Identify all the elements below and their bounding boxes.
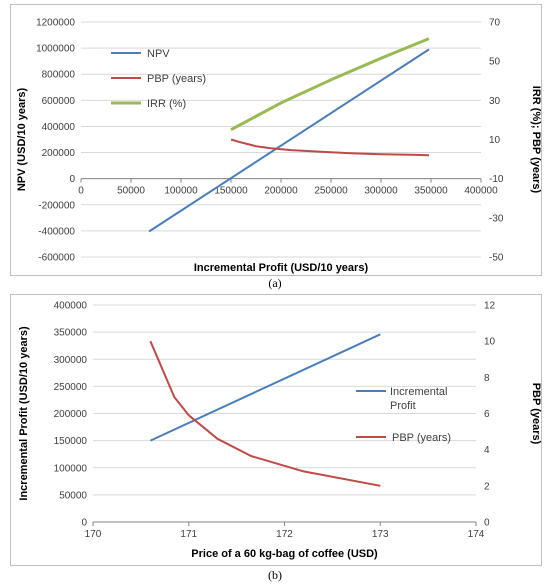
y2-tick-label: 6 (484, 409, 490, 420)
y2-tick-label: 4 (484, 445, 490, 456)
y-tick-label: -200000 (38, 200, 75, 211)
x-tick-label: 170 (85, 529, 102, 540)
y-tick-label: 50000 (59, 490, 87, 501)
chart-b: 0 50000 100000 150000 200000 250000 300000 3500… (18, 301, 541, 561)
legend-label: Profit (390, 400, 416, 412)
series-line (230, 37, 430, 132)
series-line (149, 340, 381, 487)
y-tick-label: 0 (81, 518, 87, 529)
y-tick-label: 600000 (42, 96, 76, 107)
legend-label: Incremental (390, 386, 447, 398)
caption-a: (a) (268, 276, 282, 290)
y2-tick-label: 10 (489, 135, 501, 146)
x-tick-label: 171 (180, 529, 197, 540)
y-tick-label: 200000 (54, 409, 88, 420)
x-tick-label: 200000 (264, 186, 298, 197)
x-tick-label: 250000 (314, 186, 348, 197)
y-tick-label: 0 (69, 174, 75, 185)
y2-axis-title: PBP (years) (530, 383, 541, 445)
y2-axis-title: IRR (%); PBP (years) (530, 86, 541, 194)
series-line (149, 333, 381, 442)
y2-tick-label: -10 (489, 174, 504, 185)
y2-tick-label: 50 (489, 57, 501, 68)
x-tick-label: 350000 (414, 186, 448, 197)
legend-label: IRR (%) (147, 98, 186, 110)
y-axis-title: NPV (USD/10 years) (16, 88, 28, 192)
x-tick-label: 400000 (464, 186, 498, 197)
series-line (148, 48, 430, 233)
y2-tick-label: 2 (484, 481, 490, 492)
y2-tick-label: 8 (484, 373, 490, 384)
y-tick-label: 200000 (42, 148, 76, 159)
y-tick-label: 1200000 (36, 18, 75, 29)
caption-b: (b) (268, 568, 282, 582)
y-tick-label: 300000 (54, 355, 88, 366)
chart-a: -600000-400000-2000000200000400000600000… (16, 18, 541, 275)
series-line (230, 138, 430, 157)
y2-tick-label: 0 (484, 518, 490, 529)
legend-label: PBP (years) (392, 432, 451, 444)
x-tick-label: 172 (276, 529, 293, 540)
x-tick-label: 0 (78, 186, 84, 197)
x-tick-label: 174 (468, 529, 485, 540)
y-axis-title: Incremental Profit (USD/10 years) (18, 326, 30, 501)
x-tick-label: 173 (372, 529, 389, 540)
chart-panel-a: -600000 -400000 -200000 0 200000 400000 600000… (10, 4, 542, 276)
y-tick-label: 800000 (42, 70, 76, 81)
x-axis-title: Incremental Profit (USD/10 years) (194, 262, 369, 274)
y-tick-label: 400000 (42, 122, 76, 133)
x-tick-label: 300000 (364, 186, 398, 197)
y-tick-label: 150000 (54, 436, 88, 447)
x-tick-label: 150000 (214, 186, 248, 197)
x-tick-label: 50000 (117, 186, 145, 197)
x-axis-title: Price of a 60 kg-bag of coffee (USD) (191, 548, 378, 560)
y-tick-label: 100000 (54, 463, 88, 474)
y-tick-label: -600000 (38, 253, 75, 264)
y-tick-label: -400000 (38, 226, 75, 237)
y2-tick-label: 10 (484, 337, 496, 348)
y2-tick-label: 12 (484, 301, 496, 312)
y-tick-label: 350000 (54, 328, 88, 339)
y2-tick-label: -50 (489, 253, 504, 264)
y-tick-label: 250000 (54, 382, 88, 393)
y2-tick-label: 70 (489, 18, 501, 29)
y2-tick-label: -30 (489, 213, 504, 224)
y-tick-label: 1000000 (36, 44, 75, 55)
chart-panel-b: 0 50000 100000 150000 200000 250000 300000 3500… (10, 294, 542, 566)
y-tick-label: 400000 (54, 301, 88, 312)
legend-label: PBP (years) (147, 73, 206, 85)
x-tick-label: 100000 (164, 186, 198, 197)
legend-label: NPV (147, 48, 170, 60)
y2-tick-label: 30 (489, 96, 501, 107)
